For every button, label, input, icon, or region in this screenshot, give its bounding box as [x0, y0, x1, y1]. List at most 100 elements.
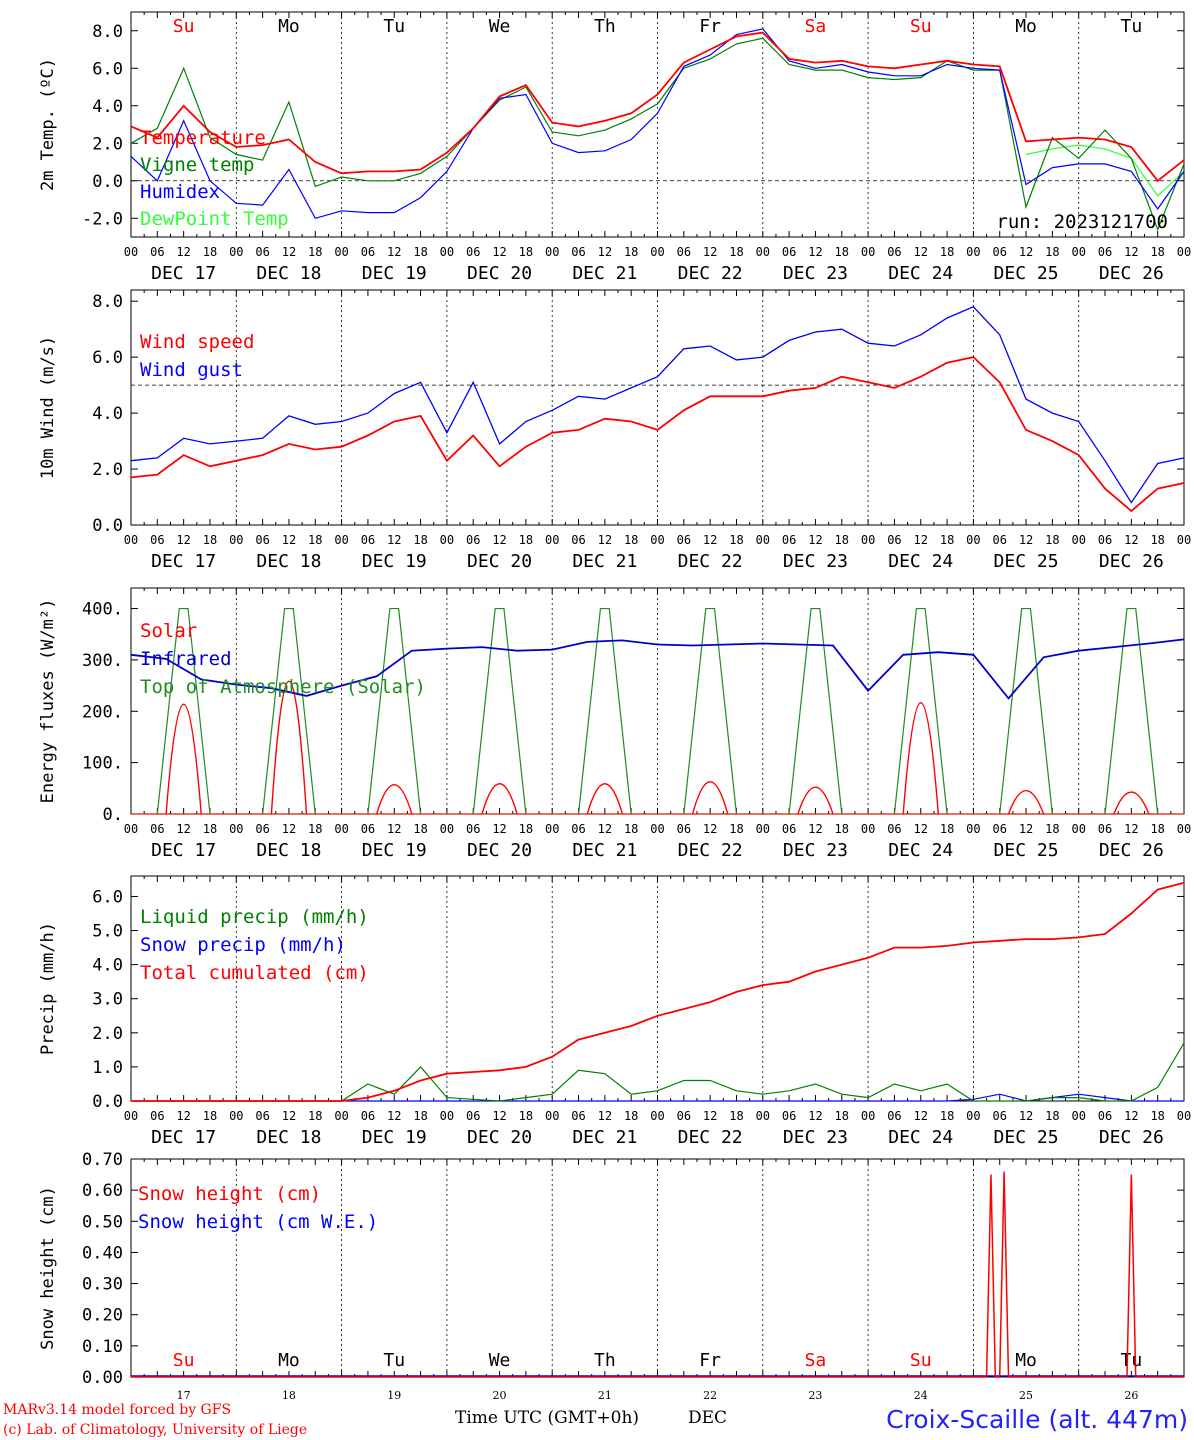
toa-solar-peak — [893, 607, 948, 815]
hour-tick-label: 12 — [1124, 1109, 1138, 1123]
hour-tick-label: 00 — [545, 533, 559, 547]
panel-5: 0.00 0.10 0.20 0.30 0.40 0.50 0.60 0.70 Snow hei… — [38, 1150, 1185, 1402]
weekday-label: Tu — [383, 16, 405, 37]
hour-tick-label: 00 — [756, 533, 770, 547]
series-line-humidex — [130, 28, 1185, 220]
toa-solar-peak — [472, 607, 527, 815]
toa-solar-peak — [156, 607, 211, 815]
date-label: DEC 24 — [888, 551, 953, 572]
y-tick-label: 2.0 — [92, 460, 123, 480]
hour-tick-label: 18 — [1150, 533, 1164, 547]
hour-tick-label: 06 — [782, 822, 796, 836]
y-tick-label: 0.70 — [82, 1150, 123, 1170]
hour-tick-label: 06 — [150, 245, 164, 259]
hour-tick-label: 12 — [703, 245, 717, 259]
hour-tick-label: 00 — [545, 245, 559, 259]
hour-tick-label: 06 — [1098, 245, 1112, 259]
date-label: DEC 18 — [256, 263, 321, 284]
hour-tick-label: 00 — [545, 822, 559, 836]
hour-tick-label: 06 — [782, 1109, 796, 1123]
series-line-dewpoint-temp — [1025, 144, 1185, 197]
time-axis-label: Time UTC (GMT+0h) — [455, 1408, 639, 1428]
hour-tick-label: 06 — [571, 822, 585, 836]
legend-entry: Snow height (cm) — [138, 1183, 321, 1205]
date-label: DEC 21 — [572, 551, 637, 572]
hour-tick-label: 18 — [413, 822, 427, 836]
hour-tick-label: 06 — [887, 245, 901, 259]
hour-tick-label: 18 — [729, 533, 743, 547]
hour-tick-label: 12 — [598, 1109, 612, 1123]
solar-peak — [270, 680, 308, 815]
date-label: DEC 17 — [151, 1127, 216, 1148]
hour-tick-label: 06 — [466, 245, 480, 259]
y-tick-label: 0.0 — [92, 1092, 123, 1112]
hour-tick-label: 18 — [203, 1109, 217, 1123]
y-tick-label: 2.0 — [92, 1024, 123, 1044]
hour-tick-label: 00 — [966, 533, 980, 547]
y-tick-label: 4.0 — [92, 97, 123, 117]
toa-solar-peak — [1104, 607, 1159, 815]
hour-tick-label: 18 — [835, 1109, 849, 1123]
hour-tick-label: 18 — [624, 533, 638, 547]
hour-tick-label: 00 — [1177, 1109, 1191, 1123]
hour-tick-label: 18 — [1045, 1109, 1059, 1123]
weekday-label: Su — [173, 16, 195, 37]
solar-peak — [586, 783, 624, 815]
y-tick-label: 6.0 — [92, 348, 123, 368]
date-label: DEC 18 — [256, 1127, 321, 1148]
hour-tick-label: 00 — [229, 533, 243, 547]
hour-tick-label: 18 — [203, 822, 217, 836]
date-label: DEC 22 — [678, 551, 743, 572]
hour-tick-label: 06 — [887, 533, 901, 547]
weekday-label: Mo — [1015, 16, 1037, 37]
date-label: DEC 23 — [783, 263, 848, 284]
hour-tick-label: 12 — [703, 822, 717, 836]
weekday-label: Tu — [1121, 16, 1143, 37]
date-label: DEC 18 — [256, 551, 321, 572]
weekday-label: Tu — [1121, 1350, 1143, 1371]
hour-tick-label: 12 — [176, 822, 190, 836]
hour-tick-label: 18 — [519, 533, 533, 547]
series-line-total-cumulated-cm- — [131, 881, 1185, 1102]
hour-tick-label: 06 — [255, 533, 269, 547]
weekday-label: Th — [594, 16, 616, 37]
weekday-label: Sa — [805, 16, 827, 37]
hour-tick-label: 06 — [677, 533, 691, 547]
solar-peak — [481, 783, 518, 815]
hour-tick-label: 12 — [492, 822, 506, 836]
weekday-label: We — [489, 16, 511, 37]
hour-tick-label: 12 — [492, 245, 506, 259]
credit-line-1: MARv3.14 model forced by GFS — [3, 1402, 231, 1418]
hour-tick-label: 06 — [466, 822, 480, 836]
hour-tick-label: 18 — [835, 822, 849, 836]
hour-tick-label: 00 — [756, 822, 770, 836]
date-label: DEC 25 — [994, 263, 1059, 284]
hour-tick-label: 12 — [808, 533, 822, 547]
hour-tick-label: 00 — [229, 1109, 243, 1123]
date-label: DEC 19 — [362, 551, 427, 572]
legend-entry: Wind speed — [140, 331, 254, 353]
hour-tick-label: 18 — [940, 822, 954, 836]
date-label: DEC 20 — [467, 840, 532, 861]
hour-tick-label: 00 — [124, 245, 138, 259]
legend-entry: Snow height (cm W.E.) — [138, 1211, 378, 1233]
day-number-label: 21 — [598, 1389, 612, 1402]
hour-tick-label: 00 — [334, 1109, 348, 1123]
hour-tick-label: 00 — [124, 822, 138, 836]
hour-tick-label: 06 — [571, 245, 585, 259]
hour-tick-label: 18 — [1150, 1109, 1164, 1123]
hour-tick-label: 12 — [282, 533, 296, 547]
hour-tick-label: 12 — [808, 1109, 822, 1123]
date-label: DEC 25 — [994, 1127, 1059, 1148]
hour-tick-label: 06 — [571, 533, 585, 547]
solar-peak — [1007, 790, 1045, 815]
hour-tick-label: 18 — [413, 245, 427, 259]
hour-tick-label: 12 — [914, 533, 928, 547]
hour-tick-label: 12 — [387, 533, 401, 547]
hour-tick-label: 00 — [861, 533, 875, 547]
hour-tick-label: 00 — [861, 1109, 875, 1123]
weekday-label: Th — [594, 1350, 616, 1371]
hour-tick-label: 12 — [914, 1109, 928, 1123]
y-axis-label: 2m Temp. (ºC) — [38, 58, 58, 191]
series-line-vigne-temp — [130, 37, 1185, 232]
